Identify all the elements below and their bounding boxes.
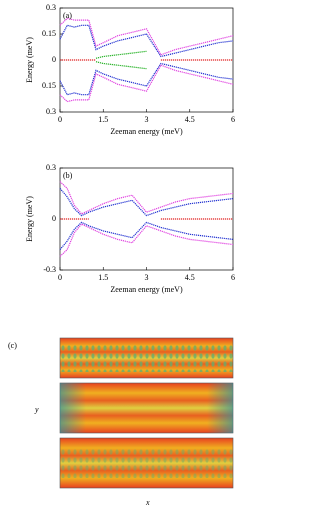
series-line (59, 24, 234, 58)
series-line (95, 50, 147, 59)
y-tick-label: 0.15 (42, 81, 56, 90)
panel-label: (b) (63, 171, 73, 180)
series-line (59, 223, 234, 257)
series-line (59, 181, 234, 215)
y-tick-label: 0 (52, 55, 56, 64)
y-tick-label: -0.3 (43, 265, 56, 274)
heatmap-texture (60, 383, 233, 433)
y-tick-label: 0.3 (46, 163, 56, 172)
x-tick-label: 6 (231, 115, 235, 124)
x-tick-label: 1.5 (98, 115, 108, 124)
x-axis-label: Zeeman energy (meV) (110, 127, 183, 136)
x-tick-label: 4.5 (185, 115, 195, 124)
figure: (c) y x 0 1.5 3 4.5 6 0.3 0.15 0 0.15 0.3 (a) Zeema… (8, 3, 235, 507)
x-tick-label: 6 (231, 273, 235, 282)
series-line (59, 188, 234, 217)
y-tick-label: 0.3 (46, 107, 56, 116)
heatmap-texture (60, 448, 233, 478)
heatmap-panel: (c) y x (8, 337, 234, 507)
y-axis-label: Energy (meV) (25, 37, 34, 83)
series-line (59, 221, 234, 250)
x-axis-label: Zeeman energy (meV) (110, 285, 183, 294)
y-axis-label: Energy (meV) (25, 196, 34, 242)
series-line (59, 62, 234, 96)
x-tick-label: 0 (58, 273, 62, 282)
series-line (59, 17, 234, 56)
heatmap-texture (60, 344, 233, 372)
series-line (59, 64, 234, 103)
x-tick-label: 4.5 (185, 273, 195, 282)
y-tick-label: 0 (52, 214, 56, 223)
panel-label: (a) (63, 11, 72, 20)
series-line (95, 61, 147, 70)
y-tick-label: 0.3 (46, 3, 56, 12)
x-axis-label: x (145, 498, 150, 507)
x-tick-label: 1.5 (98, 273, 108, 282)
x-tick-label: 3 (145, 273, 149, 282)
y-axis-label: y (34, 405, 39, 414)
x-tick-label: 0 (58, 115, 62, 124)
panel-label: (c) (8, 341, 17, 350)
y-tick-label: 0.15 (42, 29, 56, 38)
x-tick-label: 3 (145, 115, 149, 124)
